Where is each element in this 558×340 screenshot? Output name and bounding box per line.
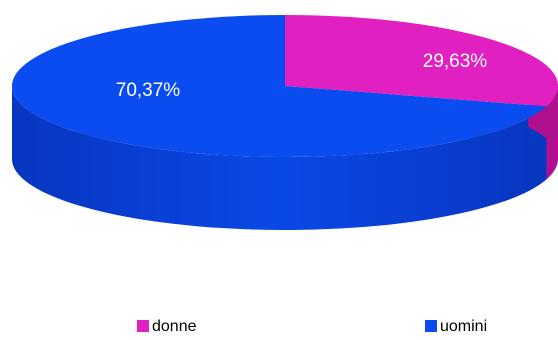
pie-group <box>11 15 558 230</box>
legend-swatch-uomini <box>425 320 437 332</box>
legend-label-donne: donne <box>152 318 197 335</box>
data-labels: 29,63% 70,37% <box>116 51 488 101</box>
legend-swatch-donne <box>137 320 149 332</box>
legend: donne uomini <box>137 318 487 335</box>
data-label-donne: 29,63% <box>423 51 488 72</box>
data-label-uomini: 70,37% <box>116 80 181 101</box>
pie-side-uomini <box>12 86 547 230</box>
pie-slice-donne <box>285 15 558 107</box>
pie-slice-uomini <box>11 15 547 157</box>
legend-label-uomini: uomini <box>440 318 487 335</box>
